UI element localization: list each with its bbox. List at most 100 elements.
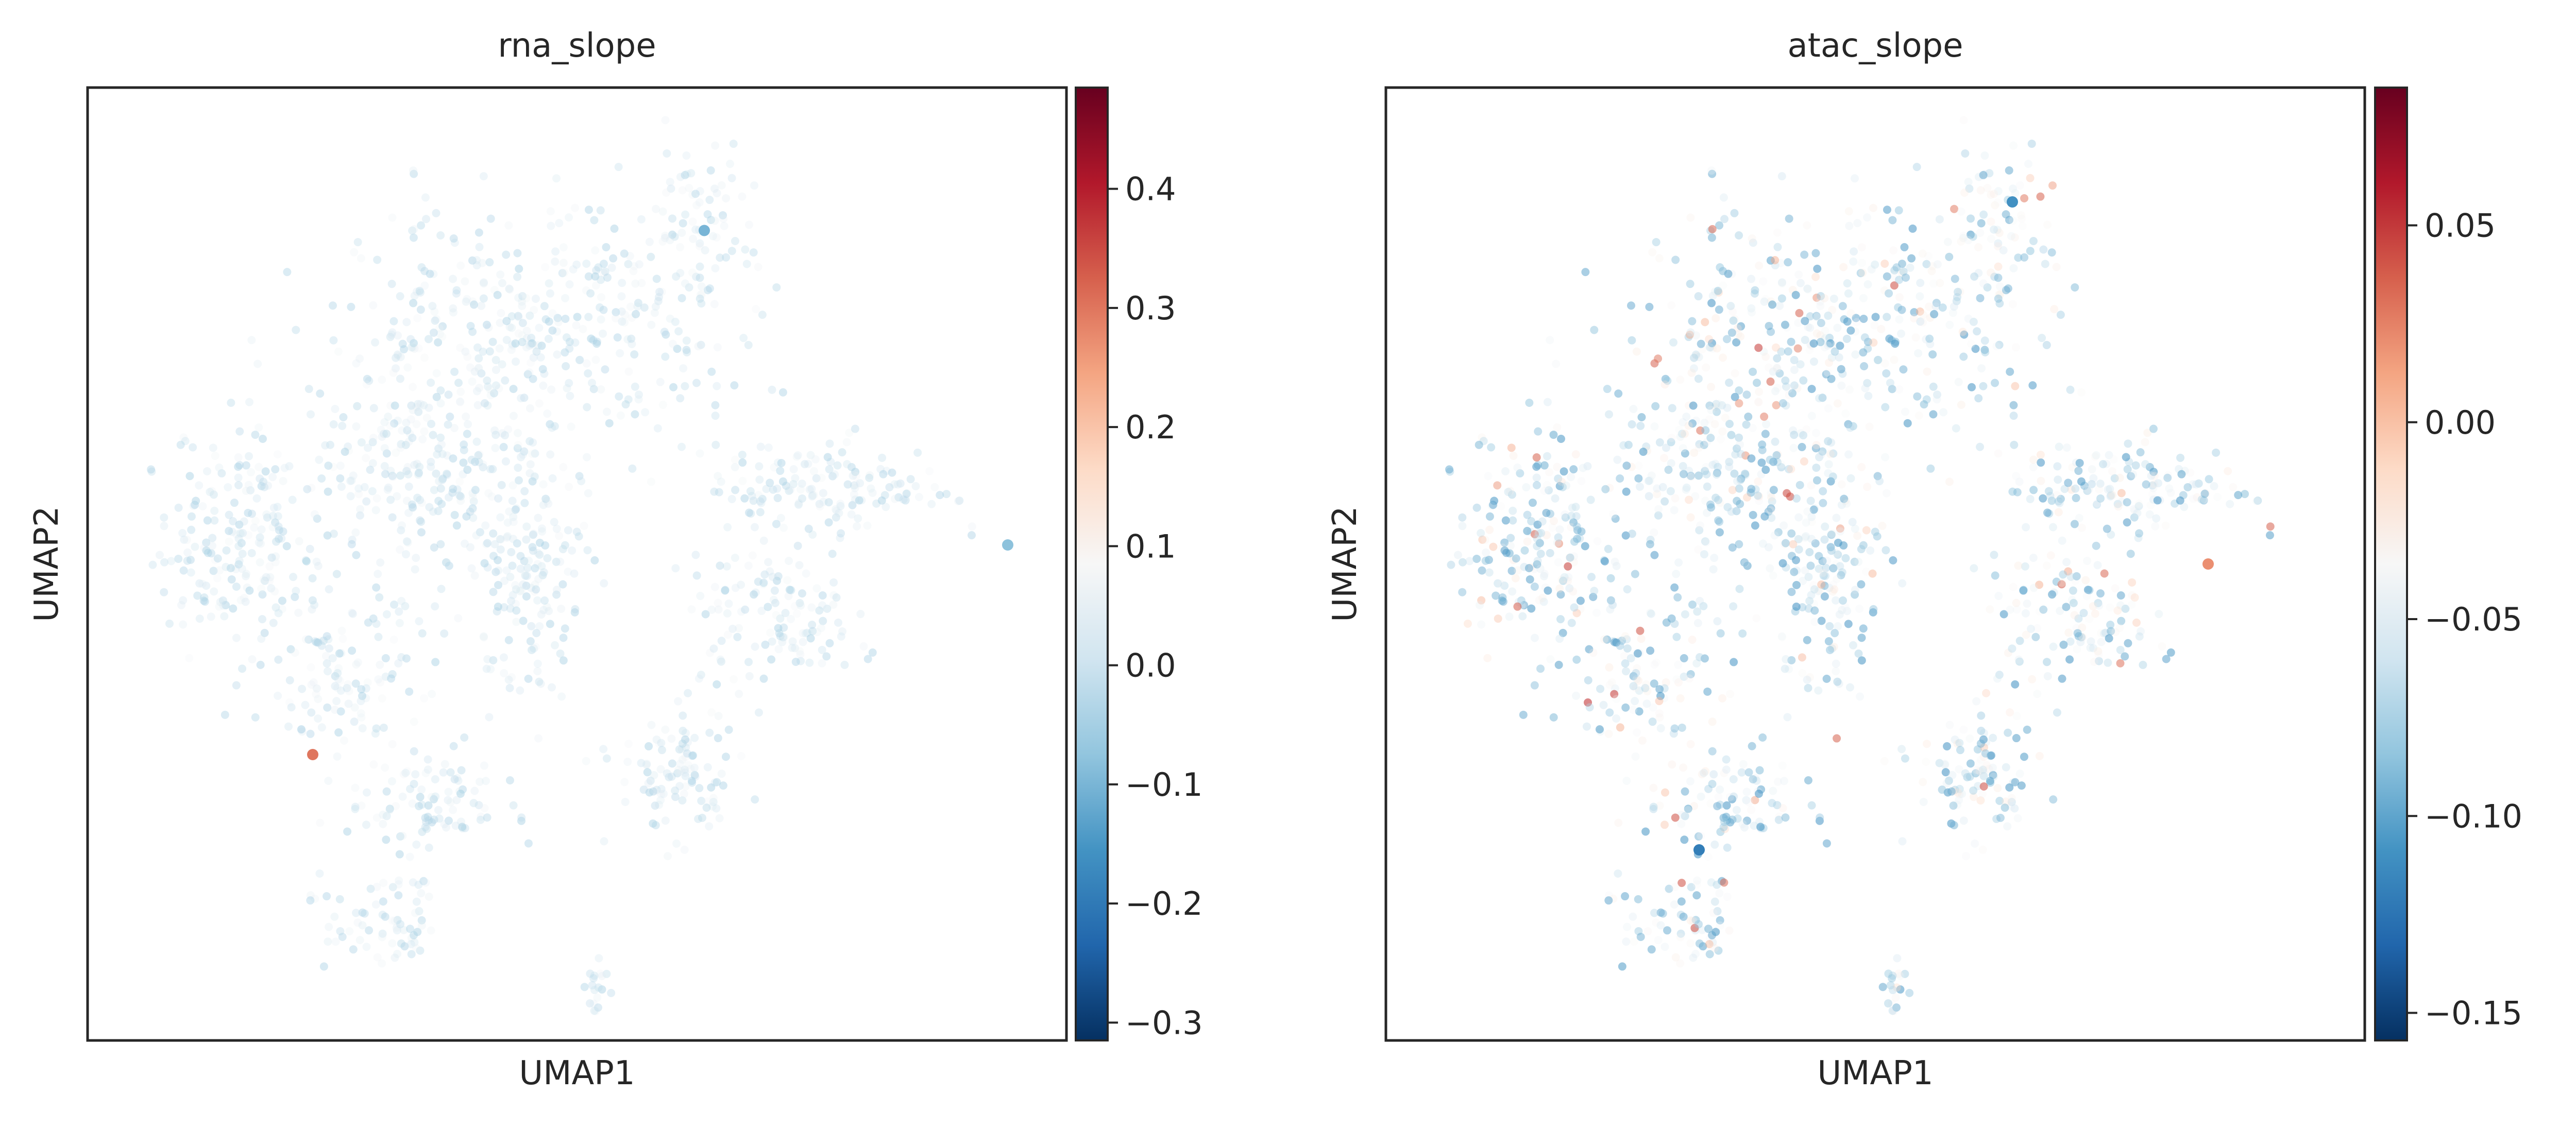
cell-point [235,461,244,470]
cell-point [543,409,552,418]
cell-point [312,690,320,698]
cell-point [387,330,396,339]
cell-point [486,391,495,400]
cell-point [1885,289,1893,298]
cell-point [1955,796,1963,805]
cell-point [2053,708,2061,717]
cell-point [498,429,506,438]
cell-point [1670,506,1679,515]
cell-point [799,638,807,646]
cell-point [1992,342,2001,351]
cell-point [1888,986,1897,995]
cell-point [1658,909,1667,918]
cell-point [242,487,250,495]
cell-point [420,694,429,703]
cell-point [1833,677,1842,686]
cell-point [1651,402,1660,411]
cell-point [663,769,671,778]
cell-point [1986,605,1994,614]
cell-point [228,527,236,536]
cell-point [251,431,260,439]
cell-point [697,282,706,291]
cell-point [768,572,777,581]
cell-point [1868,569,1877,578]
cell-point [1977,726,1986,735]
cell-point [1949,801,1958,810]
cell-point [511,600,520,608]
cell-point [475,450,484,459]
cell-point [321,652,330,660]
cell-point [1854,650,1863,658]
cell-point [713,343,722,352]
cell-point [232,583,241,591]
cell-point [555,532,564,540]
cell-point [1694,374,1703,383]
cell-point [822,652,831,661]
cell-point [710,216,719,225]
cell-point [791,658,800,666]
cell-point [590,1006,599,1015]
cell-point [1705,335,1714,344]
cell-point [2117,498,2126,506]
cell-point [1897,745,1906,754]
cell-point [773,484,782,493]
cell-point [796,601,805,610]
cell-point [1573,535,1582,543]
cell-point [449,275,457,283]
cell-point [402,467,411,475]
cell-point [179,620,188,629]
cell-point [1824,404,1833,413]
cell-point [1684,421,1693,430]
cell-point [1957,207,1965,216]
cell-point [1889,556,1897,565]
cell-point [1869,338,1878,347]
cell-point [393,492,401,501]
panel-atac-slope: atac_slope UMAP1 UMAP2 0.050.00−0.05−0.1… [1326,27,2522,1092]
cell-point [1458,588,1467,596]
cell-point [546,450,555,459]
cell-point [818,591,827,600]
cell-point [565,483,573,491]
cell-point [660,234,669,243]
cell-point [1523,510,1532,519]
cell-point [385,806,394,814]
cell-point [391,364,400,373]
cell-point [1885,334,1894,343]
cell-point [2011,778,2020,787]
cell-point [456,398,465,406]
cell-point [654,297,663,305]
cell-point [1614,869,1622,878]
cell-point [527,622,536,630]
cell-point [2078,633,2087,641]
highlight-point [2202,558,2214,570]
cell-point [380,418,389,426]
cell-point [1995,282,2004,291]
cell-point [2091,452,2099,461]
cell-point [454,379,463,387]
cell-point [234,481,243,489]
cell-point [2151,522,2160,531]
cell-point [1832,596,1840,605]
cell-point [1965,734,1974,743]
cell-point [1622,667,1631,676]
cell-point [1725,419,1734,428]
cell-point [415,802,423,811]
cell-point [675,782,684,791]
cell-point [1824,637,1833,645]
cell-point [692,201,701,210]
cell-point [366,884,375,893]
cell-point [1736,450,1745,458]
cell-point [731,584,740,592]
cell-point [461,539,469,548]
cell-point [1713,802,1722,811]
cell-point [1764,363,1773,372]
cell-point [1785,214,1793,223]
cell-point [1811,444,1820,453]
cell-point [1514,566,1522,575]
cell-point [583,546,592,555]
cell-point [486,214,495,223]
cell-point [235,427,244,436]
cell-point [2043,672,2052,680]
cell-point [1676,432,1685,441]
cell-point [1704,925,1713,933]
